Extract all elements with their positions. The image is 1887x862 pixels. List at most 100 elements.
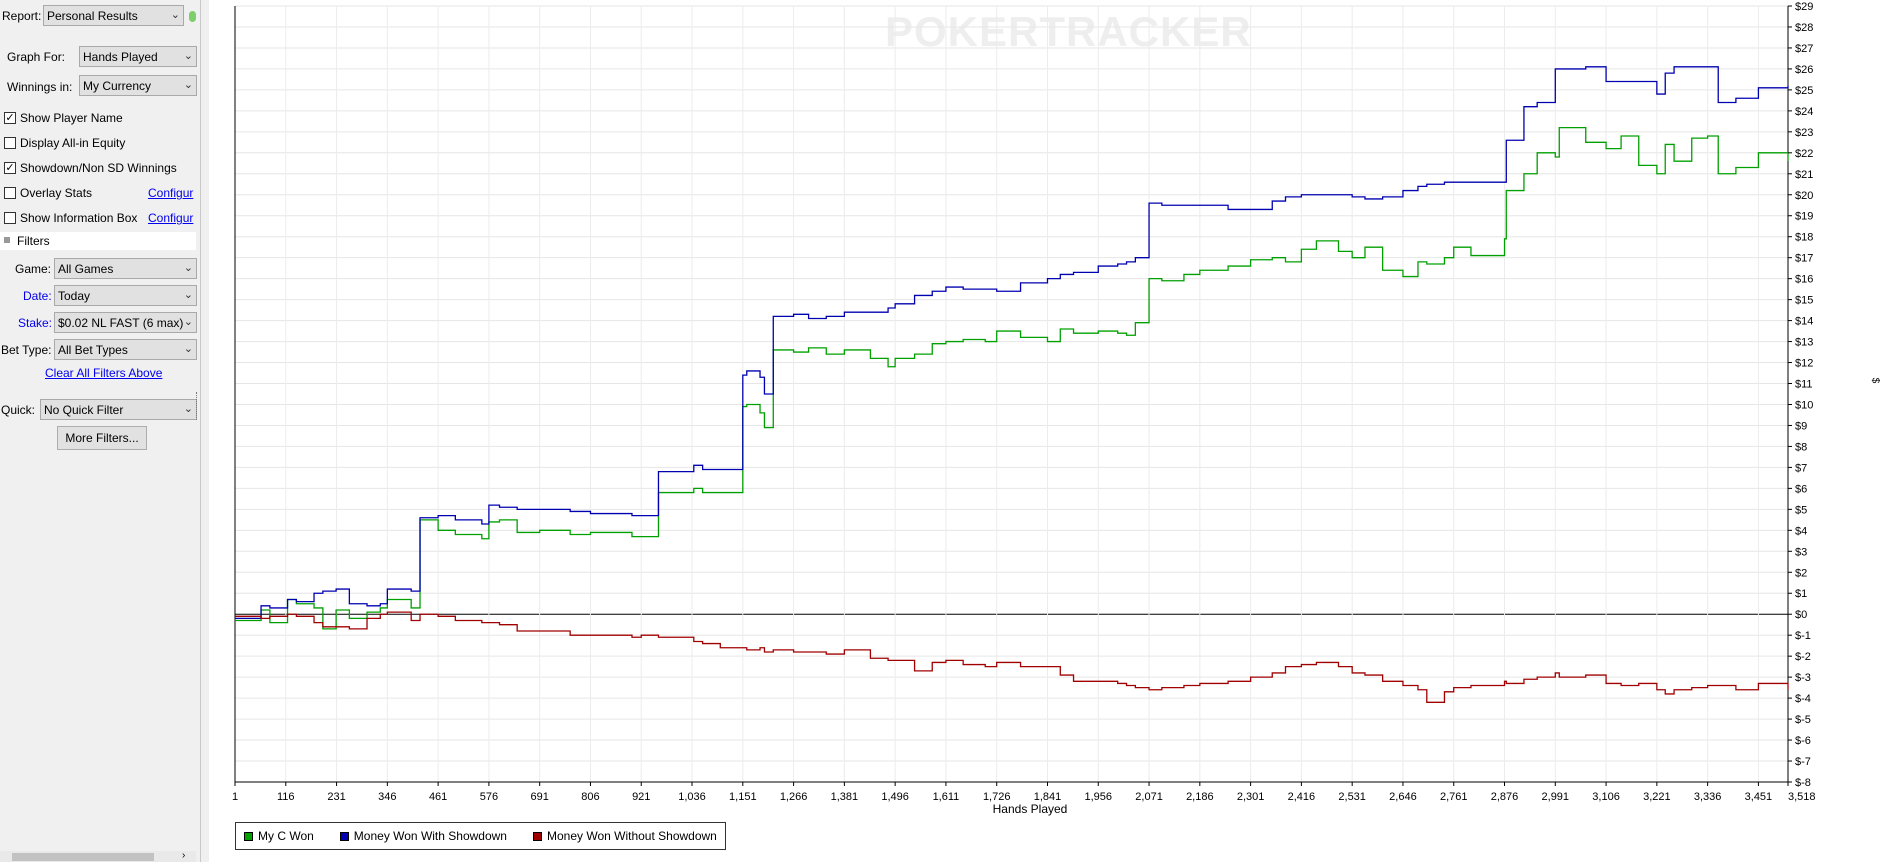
x-tick-label: 231 bbox=[327, 791, 345, 803]
y-tick-label: $17 bbox=[1795, 253, 1813, 265]
winnings-label: Winnings in: bbox=[7, 80, 73, 94]
display-all-in-equity-checkbox[interactable] bbox=[4, 137, 16, 149]
legend-swatch bbox=[339, 831, 349, 841]
y-tick-label: $10 bbox=[1795, 399, 1813, 411]
y-tick-label: $29 bbox=[1795, 1, 1813, 13]
x-tick-label: 1,266 bbox=[780, 791, 808, 803]
x-tick-label: 3,106 bbox=[1592, 791, 1620, 803]
date-label: Date: bbox=[23, 289, 52, 303]
x-tick-label: 1 bbox=[232, 791, 238, 803]
x-tick-label: 2,876 bbox=[1491, 791, 1519, 803]
x-tick-label: 3,518 bbox=[1788, 791, 1816, 803]
x-tick-label: 691 bbox=[531, 791, 549, 803]
report-value: Personal Results bbox=[47, 9, 138, 23]
y-tick-label: $28 bbox=[1795, 22, 1813, 34]
quick-label: Quick: bbox=[1, 403, 36, 417]
x-tick-label: 1,036 bbox=[678, 791, 706, 803]
date-dropdown[interactable]: Today ⌄ bbox=[54, 285, 197, 306]
information-box-configure-link[interactable]: Configur bbox=[148, 211, 194, 225]
x-tick-label: 1,151 bbox=[729, 791, 757, 803]
scroll-right-icon[interactable]: › bbox=[182, 850, 186, 861]
graph-for-label: Graph For: bbox=[7, 50, 66, 64]
y-tick-label: $8 bbox=[1795, 441, 1807, 453]
overlay-stats-configure-link[interactable]: Configur bbox=[148, 186, 194, 200]
show-information-box-checkbox[interactable] bbox=[4, 212, 16, 224]
game-value: All Games bbox=[58, 262, 114, 276]
game-dropdown[interactable]: All Games ⌄ bbox=[54, 258, 197, 279]
y-tick-label: $27 bbox=[1795, 43, 1813, 55]
chevron-down-icon: ⌄ bbox=[183, 316, 193, 328]
x-tick-label: 2,301 bbox=[1237, 791, 1265, 803]
series-line-won-with-showdown bbox=[235, 66, 1789, 620]
x-tick-label: 346 bbox=[378, 791, 396, 803]
series-line-won-without-showdown bbox=[235, 611, 1789, 703]
y-tick-label: $25 bbox=[1795, 85, 1813, 97]
x-tick-label: 461 bbox=[429, 791, 447, 803]
x-tick-label: 576 bbox=[480, 791, 498, 803]
y-tick-label: $21 bbox=[1795, 169, 1813, 181]
status-indicator-icon bbox=[189, 11, 196, 22]
collapse-icon[interactable] bbox=[4, 237, 10, 243]
quick-filter-value: No Quick Filter bbox=[44, 403, 124, 417]
x-tick-label: 3,336 bbox=[1694, 791, 1722, 803]
x-tick-label: 1,496 bbox=[881, 791, 909, 803]
bet-type-value: All Bet Types bbox=[58, 343, 128, 357]
scrollbar-thumb[interactable] bbox=[12, 853, 154, 861]
x-tick-label: 2,646 bbox=[1389, 791, 1417, 803]
display-all-in-equity-label: Display All-in Equity bbox=[20, 136, 126, 150]
x-tick-label: 1,381 bbox=[831, 791, 859, 803]
y-tick-label: $5 bbox=[1795, 504, 1807, 516]
stake-label: Stake: bbox=[18, 316, 53, 330]
y-tick-label: $11 bbox=[1795, 379, 1813, 391]
y-tick-label: $12 bbox=[1795, 358, 1813, 370]
stake-dropdown[interactable]: $0.02 NL FAST (6 max) ⌄ bbox=[54, 312, 197, 333]
x-axis-label: Hands Played bbox=[993, 802, 1068, 816]
show-player-name-checkbox[interactable]: ✓ bbox=[4, 112, 16, 124]
x-tick-label: 2,991 bbox=[1542, 791, 1570, 803]
legend-swatch bbox=[244, 831, 253, 841]
y-tick-label: $2 bbox=[1795, 567, 1807, 579]
x-tick-label: 806 bbox=[581, 791, 599, 803]
graph-for-value: Hands Played bbox=[83, 50, 158, 64]
chart-legend: My C Won Money Won With Showdown Money W… bbox=[235, 822, 726, 850]
y-axis-ticks: $29 $28 $27 $26 $25 $24 $23 $22 $21 $20 $19 $18 $17 $… bbox=[1788, 1, 1813, 789]
chevron-down-icon: ⌄ bbox=[183, 79, 193, 91]
chevron-down-icon: ⌄ bbox=[183, 262, 193, 274]
graph-for-dropdown[interactable]: Hands Played ⌄ bbox=[79, 46, 197, 67]
report-dropdown[interactable]: Personal Results ⌄ bbox=[43, 5, 184, 26]
x-tick-label: 1,726 bbox=[983, 791, 1011, 803]
clear-all-filters-link[interactable]: Clear All Filters Above bbox=[45, 366, 163, 380]
report-label: Report: bbox=[2, 9, 42, 23]
y-tick-label: $15 bbox=[1795, 295, 1813, 307]
bet-type-dropdown[interactable]: All Bet Types ⌄ bbox=[54, 339, 197, 360]
x-tick-label: 2,761 bbox=[1440, 791, 1468, 803]
bet-type-label: Bet Type: bbox=[1, 343, 52, 357]
y-tick-label: $18 bbox=[1795, 232, 1813, 244]
y-tick-label: $6 bbox=[1795, 483, 1807, 495]
overlay-stats-checkbox[interactable] bbox=[4, 187, 16, 199]
show-information-box-label: Show Information Box bbox=[20, 211, 138, 225]
y-tick-label: $20 bbox=[1795, 190, 1813, 202]
showdown-winnings-checkbox[interactable]: ✓ bbox=[4, 162, 16, 174]
legend-swatch bbox=[532, 831, 542, 841]
date-value: Today bbox=[58, 289, 91, 303]
y-tick-label: $-6 bbox=[1795, 735, 1811, 747]
chevron-down-icon: ⌄ bbox=[170, 9, 180, 21]
quick-filter-dropdown[interactable]: No Quick Filter ⌄ bbox=[40, 399, 197, 420]
splitter[interactable] bbox=[200, 0, 209, 862]
y-tick-label: $24 bbox=[1795, 106, 1813, 118]
y-axis-label: $ bbox=[1869, 377, 1881, 384]
y-tick-label: $9 bbox=[1795, 420, 1807, 432]
chart-series bbox=[235, 66, 1789, 703]
y-tick-label: $-5 bbox=[1795, 714, 1811, 726]
y-tick-label: $23 bbox=[1795, 127, 1813, 139]
y-tick-label: $4 bbox=[1795, 525, 1807, 537]
chart-grid bbox=[234, 5, 1789, 783]
more-filters-button[interactable]: More Filters... bbox=[57, 426, 147, 450]
x-tick-label: 1,611 bbox=[933, 791, 960, 803]
y-tick-label: $3 bbox=[1795, 546, 1807, 558]
winnings-dropdown[interactable]: My Currency ⌄ bbox=[79, 75, 197, 96]
filters-header[interactable]: Filters bbox=[0, 232, 196, 250]
legend-label: My C Won bbox=[258, 829, 314, 843]
y-tick-label: $7 bbox=[1795, 462, 1807, 474]
